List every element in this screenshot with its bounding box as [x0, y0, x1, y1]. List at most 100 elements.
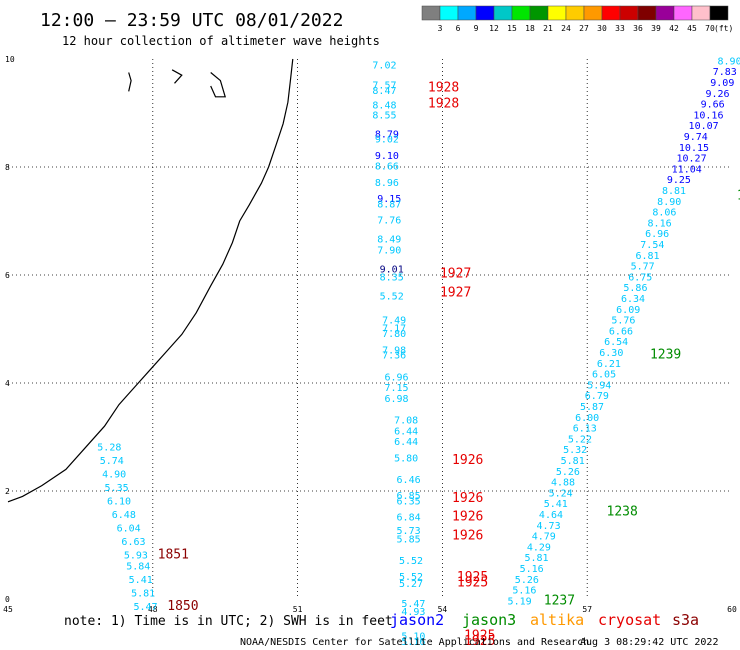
x-tick-label: 45: [3, 605, 13, 614]
wave-height-label: 9.01: [380, 264, 404, 275]
x-tick-label: 51: [293, 605, 303, 614]
wave-height-label: 5.77: [631, 262, 655, 273]
wave-height-label: 7.83: [713, 67, 737, 78]
colorbar-swatch: [547, 5, 567, 21]
wave-height-label: 6.09: [616, 305, 640, 316]
wave-height-label: 8.16: [648, 218, 672, 229]
grid: [8, 59, 732, 599]
wave-height-label: 5.22: [568, 434, 592, 445]
wave-height-label: 5.80: [394, 453, 418, 464]
colorbar-label: 27: [579, 24, 589, 33]
colorbar-label: 70: [705, 24, 715, 33]
data-labels: 7.02 7.578.47 8.488.55 8.799.02 9.108.66 8.96…: [97, 56, 740, 649]
wave-height-label: 5.52: [380, 291, 404, 302]
y-tick-label: 2: [5, 487, 10, 496]
colorbar-swatch: [439, 5, 459, 21]
colorbar-unit: (ft): [714, 24, 733, 33]
y-tick-labels: 0 2 4 6 8 10: [5, 55, 15, 604]
wave-height-label: 7.17: [382, 324, 406, 335]
wave-height-label: 7.15: [384, 383, 408, 394]
wave-height-label: 6.81: [635, 251, 659, 262]
colorbar-swatch: [691, 5, 711, 21]
wave-height-label: 4.73: [537, 521, 561, 532]
colorbar-swatch: [421, 5, 441, 21]
wave-height-label: 5.35: [105, 483, 129, 494]
y-tick-label: 8: [5, 163, 10, 172]
track-time-label: 1927: [440, 286, 471, 301]
legend-altika: altika: [530, 611, 584, 629]
wave-height-label: 6.04: [117, 524, 141, 535]
colorbar-swatch: [673, 5, 693, 21]
coastline-path: [7, 58, 294, 503]
wave-height-label: 6.84: [397, 513, 421, 524]
colorbar-swatch: [565, 5, 585, 21]
track-time-label: 1925: [457, 576, 488, 591]
legend-s3a: s3a: [672, 611, 699, 629]
wave-height-label: 4.93: [401, 607, 425, 618]
colorbar-swatch: [583, 5, 603, 21]
wave-height-label: 6.63: [121, 537, 145, 548]
wave-height-label: 8.47: [372, 86, 396, 97]
wave-height-label: 10.27: [676, 154, 706, 165]
wave-height-label: 5.81: [524, 553, 548, 564]
y-tick-label: 0: [5, 595, 10, 604]
track-time-label: 1851: [158, 548, 189, 563]
wave-height-label: 9.26: [705, 89, 729, 100]
colorbar-label: 18: [525, 24, 535, 33]
wave-height-label: 5.52: [399, 556, 423, 567]
wave-height-label: 5.85: [397, 534, 421, 545]
wave-height-label: 6.35: [397, 497, 421, 508]
wave-height-label: 7.54: [640, 240, 664, 251]
wave-height-label: 5.28: [97, 443, 121, 454]
wave-height-label: 9.66: [701, 100, 725, 111]
wave-height-label: 5.84: [126, 561, 150, 572]
track-time-label: 1925: [464, 629, 495, 644]
track-time-label: 1928: [428, 80, 459, 95]
colorbar-swatch: [511, 5, 531, 21]
colorbar-label: 36: [633, 24, 643, 33]
wave-height-label: 7.76: [377, 216, 401, 227]
footer-timestamp: Aug 3 08:29:42 UTC 2022: [580, 637, 718, 648]
track-time-label: 1237: [544, 593, 575, 608]
wave-height-label: 7.57: [372, 81, 396, 92]
x-tick-label: 60: [727, 605, 737, 614]
wave-height-label: 5.81: [561, 456, 585, 467]
wave-height-label: 6.79: [585, 391, 609, 402]
wave-height-label: 8.90: [718, 56, 740, 67]
colorbar-swatch: [457, 5, 477, 21]
wave-height-label: 8.49: [377, 235, 401, 246]
colorbar-swatch: [493, 5, 513, 21]
track-time-label: 1926: [452, 510, 483, 525]
colorbar: 3 6 9 12 15 18 21 24 27 30 33 36 39 42 45 70: [421, 5, 729, 33]
colorbar-label: 6: [456, 24, 461, 33]
wave-height-label: 5.26: [515, 575, 539, 586]
wave-height-label: 8.55: [372, 110, 396, 121]
colorbar-swatch: [709, 5, 729, 21]
wave-height-label: 9.09: [710, 78, 734, 89]
wave-height-label: 5.41: [544, 499, 568, 510]
wave-height-label: 5.94: [587, 380, 611, 391]
wave-height-label: 5.93: [124, 551, 148, 562]
wave-height-label: 5.86: [623, 283, 647, 294]
wave-height-label: 7.02: [372, 61, 396, 72]
footer-note: note: 1) Time is in UTC; 2) SWH is in fe…: [64, 614, 393, 629]
track-time-label: 1927: [440, 267, 471, 282]
wave-height-label: 6.44: [394, 437, 418, 448]
x-tick-label: 54: [438, 605, 448, 614]
track-time-label: 1925: [457, 570, 488, 585]
wave-height-label: 11.04: [672, 164, 702, 175]
wave-height-label: 5.47: [133, 602, 157, 613]
x-tick-labels: 45 48 51 54 57 60: [3, 605, 737, 614]
wave-height-label: 8.87: [377, 200, 401, 211]
coastline: [7, 58, 294, 503]
wave-height-label: 5.73: [397, 526, 421, 537]
wave-height-label: 5.19: [508, 596, 532, 607]
wave-height-label: 9.02: [375, 135, 399, 146]
wave-height-label: 5.24: [549, 488, 573, 499]
colorbar-label: 12: [489, 24, 499, 33]
wave-height-label: 6.13: [573, 424, 597, 435]
wave-height-label: 6.75: [628, 272, 652, 283]
colorbar-label: 15: [507, 24, 517, 33]
track-time-label: 1239: [650, 348, 681, 363]
wave-height-label: 7.80: [382, 329, 406, 340]
